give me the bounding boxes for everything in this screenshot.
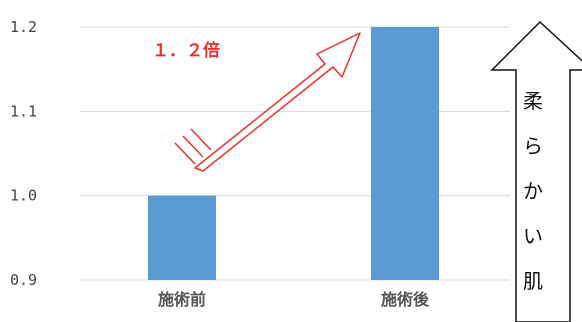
side-label-char: か: [523, 179, 543, 203]
bar: [371, 27, 439, 280]
side-label-char: 柔: [523, 89, 543, 113]
arrow-tail-stripe: [182, 135, 204, 158]
side-label-char: 肌: [523, 269, 543, 293]
x-axis-category-labels: 施術前 施術後: [158, 290, 430, 309]
gridlines: [80, 26, 510, 281]
y-tick-label: 1.1: [10, 102, 37, 120]
y-tick-label: 1.0: [10, 187, 37, 205]
increase-arrow-icon: [174, 32, 361, 172]
arrow-tail-stripe: [174, 142, 196, 165]
side-label-char: い: [523, 224, 543, 248]
bars: [148, 27, 439, 280]
y-axis-tick-labels: 0.9 1.0 1.1 1.2: [10, 18, 37, 289]
up-arrow-callout: [490, 20, 582, 322]
y-tick-label: 0.9: [10, 271, 37, 289]
side-label-char: ら: [523, 134, 543, 158]
x-category-label: 施術後: [381, 290, 430, 309]
arrow-tail-stripe: [190, 128, 212, 151]
y-tick-label: 1.2: [10, 18, 37, 36]
x-category-label: 施術前: [158, 290, 206, 309]
bar: [148, 195, 216, 280]
annotation-label: １．２倍: [152, 40, 220, 61]
